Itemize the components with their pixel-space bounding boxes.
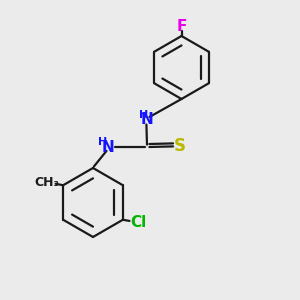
Text: N: N (102, 140, 114, 154)
Text: CH₃: CH₃ (34, 176, 59, 189)
Text: H: H (98, 136, 107, 147)
Text: Cl: Cl (130, 215, 146, 230)
Text: S: S (174, 137, 186, 155)
Text: N: N (141, 112, 153, 128)
Text: F: F (176, 19, 187, 34)
Text: H: H (140, 110, 148, 120)
